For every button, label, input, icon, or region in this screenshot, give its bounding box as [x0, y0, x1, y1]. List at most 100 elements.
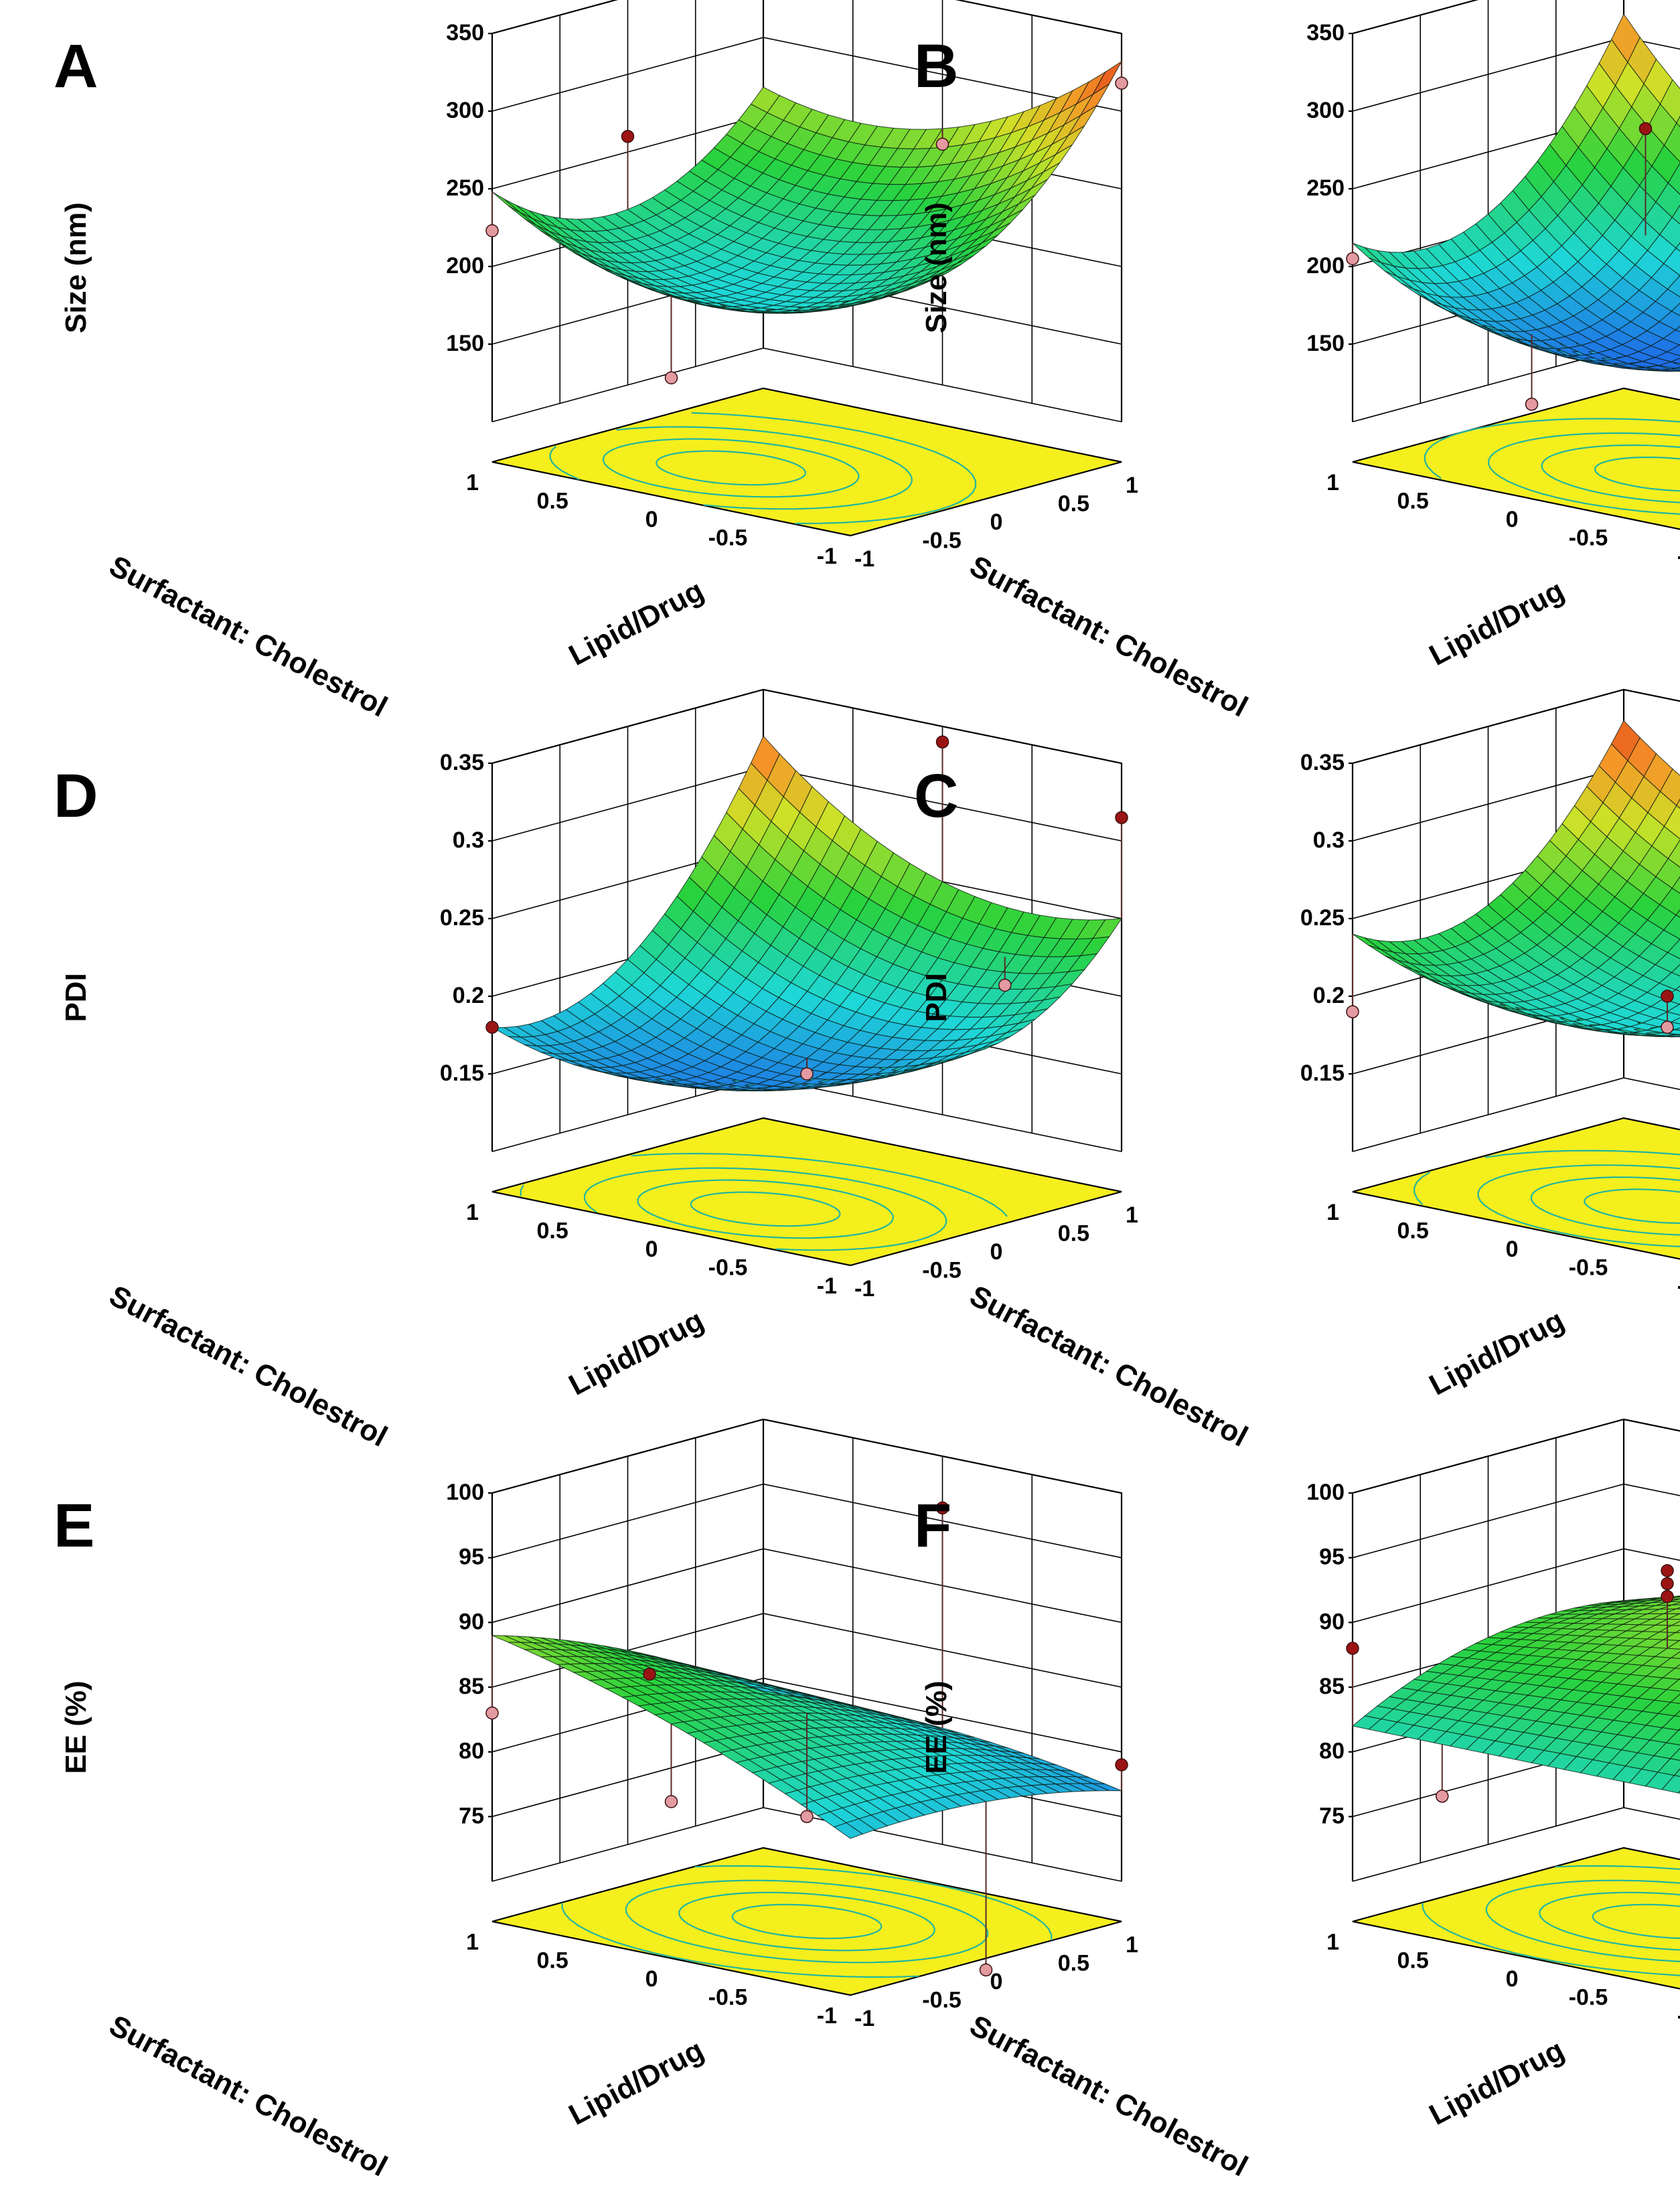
- panel-letter: C: [914, 762, 958, 830]
- z-tick-label: 85: [459, 1674, 484, 1699]
- contour-line: [602, 438, 860, 498]
- panel-letter: B: [914, 32, 958, 100]
- surface-cell: [1651, 1613, 1680, 1620]
- design-point: [1346, 1005, 1359, 1018]
- surface-cell: [1675, 986, 1680, 992]
- surface-cell: [1675, 366, 1680, 370]
- surface-cell: [1671, 204, 1680, 225]
- surface-plot: 150 200 250 300 350 1 0.5 0 -0.5 -1 -1 -0.5 0 0.5 1: [446, 0, 1138, 572]
- design-point: [1661, 1564, 1674, 1577]
- design-point: [485, 1020, 499, 1034]
- surface-cell: [1666, 344, 1680, 356]
- x1-tick-label: 0: [1506, 1237, 1519, 1262]
- surface-cell: [1670, 1651, 1680, 1659]
- contour-line: [1541, 444, 1680, 503]
- surface-cell: [1661, 1775, 1680, 1794]
- surface-cell: [1667, 370, 1680, 372]
- surface-cell: [1653, 351, 1680, 362]
- design-point: [664, 1795, 678, 1808]
- design-point: [1436, 1790, 1449, 1803]
- z-tick-label: 0.25: [1300, 905, 1345, 931]
- contour-line: [1477, 1164, 1680, 1247]
- wall-grid-level: [491, 1483, 1122, 1559]
- z-tick-label: 95: [459, 1545, 484, 1570]
- contour-line: [1488, 432, 1680, 516]
- panel-letter: D: [54, 762, 98, 830]
- x2-tick-label: -0.5: [922, 1988, 962, 2013]
- response-surface: [1352, 720, 1680, 1038]
- surface-cell: [1663, 247, 1680, 277]
- x1-tick-label: 1: [1326, 1930, 1339, 1955]
- surface-cell: [1665, 1729, 1680, 1745]
- design-points: [485, 1501, 1128, 1977]
- z-tick-label: 200: [1306, 253, 1345, 279]
- contour-line: [690, 1191, 841, 1227]
- z-tick-label: 80: [459, 1739, 484, 1764]
- design-points: [485, 735, 1128, 1081]
- design-point: [979, 1963, 993, 1977]
- z-tick-label: 90: [1319, 1609, 1345, 1634]
- z-tick-label: 300: [1306, 98, 1345, 123]
- x2-tick-label: -1: [854, 546, 874, 572]
- contour-line: [1530, 1176, 1680, 1236]
- x1-tick-label: 1: [466, 470, 479, 495]
- surface-cell: [1667, 839, 1680, 868]
- contour-line: [1424, 418, 1680, 479]
- contour-line: [625, 1879, 989, 1964]
- z-tick-label: 75: [459, 1803, 484, 1828]
- surface-cell: [1672, 1602, 1680, 1605]
- design-point: [1661, 1589, 1674, 1603]
- response-surface: [491, 735, 1123, 1091]
- z-tick-label: 350: [446, 20, 484, 46]
- surface-cell: [1675, 1027, 1680, 1031]
- surface-cell: [1667, 939, 1680, 959]
- z-tick-label: 85: [1319, 1674, 1345, 1699]
- z-tick-label: 0.2: [453, 983, 484, 1008]
- z-axis-title: EE (%): [920, 1680, 953, 1774]
- x2-tick-label: -0.5: [922, 528, 962, 554]
- surface-cell: [1657, 1657, 1680, 1669]
- surface-cell: [1657, 1701, 1680, 1717]
- surface-cell: [1659, 311, 1680, 331]
- wall-outline: [1351, 0, 1479, 422]
- surface-cell: [1653, 1648, 1680, 1658]
- x1-tick-label: 0.5: [536, 489, 568, 514]
- base-plane: [491, 1846, 1122, 1996]
- x1-tick-label: 0: [645, 1237, 658, 1262]
- design-point: [1115, 76, 1128, 90]
- contour-line: [561, 1865, 1053, 1978]
- x1-tick-label: 0: [1506, 507, 1519, 532]
- x2-tick-label: 0.5: [1058, 1951, 1089, 1976]
- wall-grid-level: [1352, 1807, 1680, 1882]
- surface-cell: [1093, 1783, 1122, 1792]
- wall-grid-level: [1352, 689, 1680, 764]
- design-point: [485, 224, 499, 238]
- surface-cell: [1655, 182, 1680, 218]
- wall-grid-level: [491, 347, 1122, 422]
- z-tick-label: 100: [446, 1480, 484, 1505]
- x2-tick-label: 1: [1126, 473, 1138, 498]
- wall-grid-level: [1352, 1419, 1680, 1494]
- surface-cell: [1669, 1747, 1680, 1761]
- surface-cell: [1667, 1613, 1680, 1620]
- z-tick-label: 0.15: [1300, 1060, 1345, 1086]
- surface-cell: [1655, 858, 1680, 889]
- wall-grid-level: [1352, 1483, 1680, 1559]
- surface-cell: [1667, 274, 1680, 297]
- response-surface: [491, 1635, 1122, 1839]
- surface-cell: [1659, 79, 1680, 124]
- surface-cell: [1666, 1640, 1680, 1650]
- design-point: [1661, 1577, 1674, 1591]
- x1-tick-label: -0.5: [708, 1985, 748, 2011]
- design-point: [1115, 811, 1128, 824]
